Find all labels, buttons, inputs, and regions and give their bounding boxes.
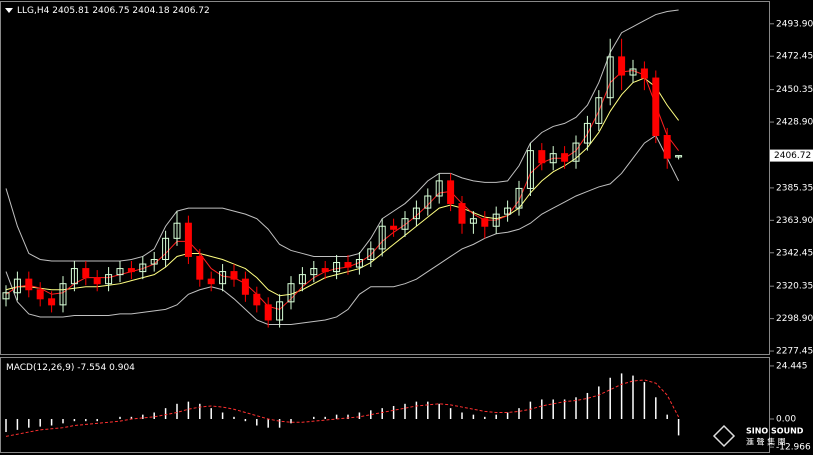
candle-body [253, 293, 261, 306]
candle-body [504, 207, 512, 215]
candle-body [367, 248, 375, 260]
y-tick-label: 2493.90 [776, 19, 813, 29]
candle-body [435, 180, 443, 197]
candle-body [572, 142, 580, 162]
macd-value: -7.554 [77, 363, 106, 373]
candle-body [264, 304, 272, 321]
candle-body [526, 150, 534, 189]
candle-body [150, 258, 158, 265]
candle-body [447, 180, 455, 205]
y-tick-label: 24.445 [776, 361, 808, 371]
candle-body [663, 135, 671, 159]
candle-body [2, 292, 10, 300]
candle-body [241, 278, 249, 295]
candle-body [515, 187, 523, 209]
candle-body [25, 278, 33, 291]
candle-body [458, 203, 466, 224]
candle-body [561, 153, 569, 162]
indicator-line [5, 77, 679, 297]
candle-body [48, 298, 56, 306]
candle-body [378, 225, 386, 250]
high: 2406.75 [92, 6, 129, 16]
candle-body [492, 213, 500, 227]
macd-panel [0, 357, 770, 453]
y-tick-label: 0.00 [776, 415, 796, 425]
low: 2404.18 [132, 6, 169, 16]
candle-body [173, 222, 181, 239]
candle-body [287, 283, 295, 303]
y-tick-label: 2298.90 [776, 314, 813, 324]
candle-body [401, 218, 409, 230]
indicator-line [5, 134, 680, 326]
y-tick-label: 2428.90 [776, 118, 813, 128]
candle-body [230, 271, 238, 280]
candle-body [390, 225, 398, 230]
candle-body [310, 268, 318, 276]
candle-body [82, 268, 90, 279]
price-marker [770, 149, 813, 162]
candle-body [583, 122, 591, 144]
candle-body [298, 274, 306, 285]
candle-body [321, 268, 329, 273]
logo: SINO SOUND 滙 聲 集 團 [712, 424, 804, 448]
candle-body [640, 68, 648, 79]
candle-body [618, 56, 626, 76]
candle-body [629, 68, 637, 76]
macd-label: MACD(12,26,9) [6, 363, 74, 373]
candle-body [59, 283, 67, 306]
current-price: 2406.72 [774, 151, 811, 161]
macd-header: MACD(12,26,9) -7.554 0.904 [6, 363, 135, 373]
candle-body [196, 255, 204, 280]
candle-body [344, 262, 352, 268]
candle-body [481, 218, 489, 227]
candle-body [538, 150, 546, 164]
candle-body [606, 56, 614, 99]
candle-body [355, 258, 363, 268]
signal-line [5, 379, 680, 437]
candle-body [219, 271, 227, 285]
candle-body [13, 278, 21, 294]
candle-body [116, 268, 124, 276]
y-tick-label: 2450.35 [776, 85, 813, 95]
close: 2406.72 [173, 6, 210, 16]
logo-icon [712, 424, 736, 448]
candle-body [162, 237, 170, 260]
candle-body [139, 263, 147, 273]
indicator-line [5, 9, 679, 262]
y-tick-label: 2277.45 [776, 347, 813, 357]
logo-chinese: 滙 聲 集 團 [746, 437, 786, 447]
candle-body [549, 153, 557, 164]
plot: 2493.90 2472.45 2450.35 2428.90 2385.35 2363.… [2, 9, 813, 453]
open: 2405.81 [52, 6, 89, 16]
candle-body [127, 268, 135, 273]
y-tick-label: 2472.45 [776, 52, 813, 62]
y-tick-label: -12.966 [776, 443, 811, 453]
candle-body [412, 207, 420, 220]
candle-body [70, 268, 78, 285]
y-tick-label: 2342.45 [776, 248, 813, 258]
candle-body [469, 218, 477, 224]
logo-brand: SINO SOUND [746, 427, 804, 436]
candle-body [184, 222, 192, 257]
chart-header: LLG,H4 2405.81 2406.75 2404.18 2406.72 [17, 6, 210, 16]
candle-body [652, 77, 660, 137]
candle-body [333, 262, 341, 273]
candle-body [276, 301, 284, 321]
signal-value: 0.904 [109, 363, 135, 373]
candle-body [93, 277, 101, 285]
candle-body [36, 289, 44, 300]
candle-body [424, 195, 432, 209]
y-tick-label: 2363.90 [776, 216, 813, 226]
symbol: LLG,H4 [17, 6, 50, 16]
candle-body [207, 278, 215, 285]
y-tick-label: 2320.35 [776, 282, 813, 292]
candle-body [595, 97, 603, 124]
menu-icon [5, 8, 13, 13]
price-panel [0, 1, 770, 355]
y-tick-label: 2385.35 [776, 183, 813, 193]
candle-body [675, 155, 683, 158]
candle-body [105, 274, 113, 285]
